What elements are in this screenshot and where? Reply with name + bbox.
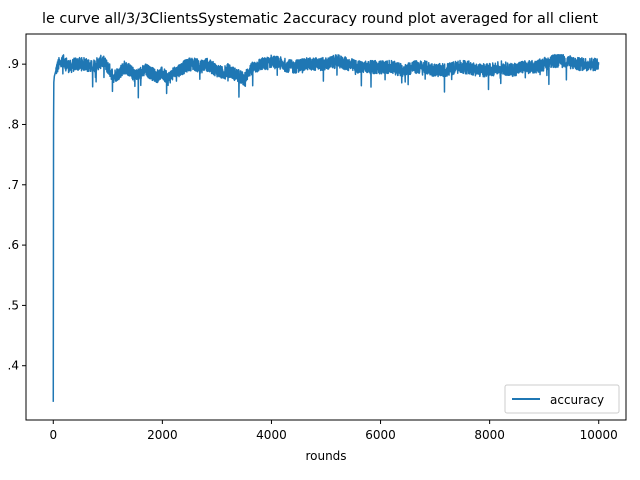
x-tick-label: 0 (49, 428, 57, 442)
y-tick-label: .4 (8, 359, 19, 373)
y-tick-label: .5 (8, 298, 19, 312)
y-tick-label: .6 (8, 238, 19, 252)
y-axis: .4 .5 .6 .7 .8 .9 (8, 57, 26, 373)
x-tick-label: 6000 (365, 428, 396, 442)
legend-box (504, 384, 620, 414)
chart-title: le curve all/3/3ClientsSystematic 2accur… (42, 11, 598, 27)
x-tick-label: 4000 (256, 428, 287, 442)
plot-area (52, 53, 600, 402)
y-tick-label: .8 (8, 117, 19, 131)
series-line-accuracy (52, 53, 600, 402)
x-tick-label: 8000 (474, 428, 505, 442)
x-axis-label: rounds (305, 449, 346, 463)
y-tick-label: .9 (8, 57, 19, 71)
legend: accuracy (504, 384, 620, 414)
x-tick-label: 2000 (147, 428, 178, 442)
x-tick-label: 10000 (580, 428, 618, 442)
axes-frame (25, 33, 627, 421)
x-axis: 0 2000 4000 6000 8000 10000 (49, 420, 618, 442)
y-tick-label: .7 (8, 178, 19, 192)
legend-label-accuracy: accuracy (550, 393, 604, 407)
